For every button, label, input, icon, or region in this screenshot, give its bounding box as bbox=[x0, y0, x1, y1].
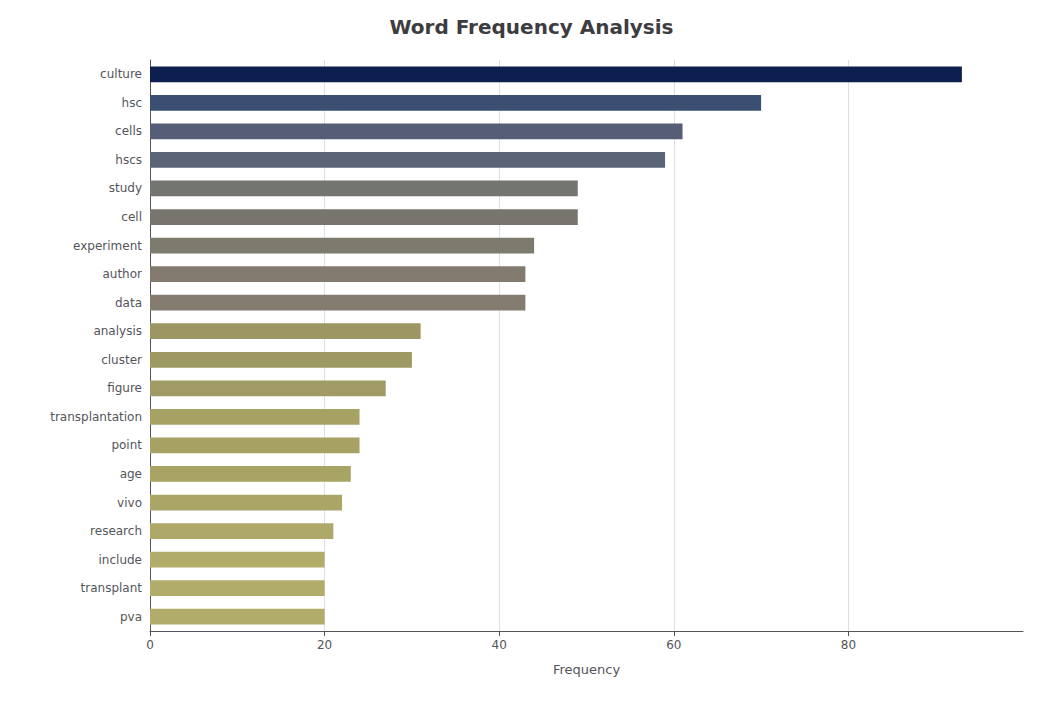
svg-text:data: data bbox=[115, 296, 142, 310]
svg-text:hscs: hscs bbox=[115, 153, 142, 167]
svg-text:pva: pva bbox=[120, 610, 142, 624]
svg-text:Word Frequency Analysis: Word Frequency Analysis bbox=[389, 15, 673, 39]
svg-text:cells: cells bbox=[115, 124, 142, 138]
svg-text:point: point bbox=[111, 438, 142, 452]
svg-text:transplantation: transplantation bbox=[50, 410, 142, 424]
svg-text:experiment: experiment bbox=[73, 239, 142, 253]
svg-text:study: study bbox=[109, 181, 142, 195]
svg-text:20: 20 bbox=[317, 638, 332, 652]
svg-text:research: research bbox=[90, 524, 142, 538]
svg-text:cell: cell bbox=[121, 210, 142, 224]
svg-text:culture: culture bbox=[100, 67, 142, 81]
svg-text:Frequency: Frequency bbox=[553, 662, 620, 677]
svg-text:analysis: analysis bbox=[93, 324, 142, 338]
svg-text:60: 60 bbox=[666, 638, 681, 652]
svg-text:40: 40 bbox=[492, 638, 507, 652]
svg-text:hsc: hsc bbox=[122, 96, 142, 110]
svg-text:cluster: cluster bbox=[101, 353, 142, 367]
svg-text:transplant: transplant bbox=[81, 581, 143, 595]
svg-text:figure: figure bbox=[107, 381, 142, 395]
svg-text:vivo: vivo bbox=[117, 496, 142, 510]
svg-text:author: author bbox=[102, 267, 142, 281]
svg-text:0: 0 bbox=[146, 638, 154, 652]
svg-text:include: include bbox=[99, 553, 142, 567]
svg-text:80: 80 bbox=[841, 638, 856, 652]
svg-text:age: age bbox=[120, 467, 142, 481]
